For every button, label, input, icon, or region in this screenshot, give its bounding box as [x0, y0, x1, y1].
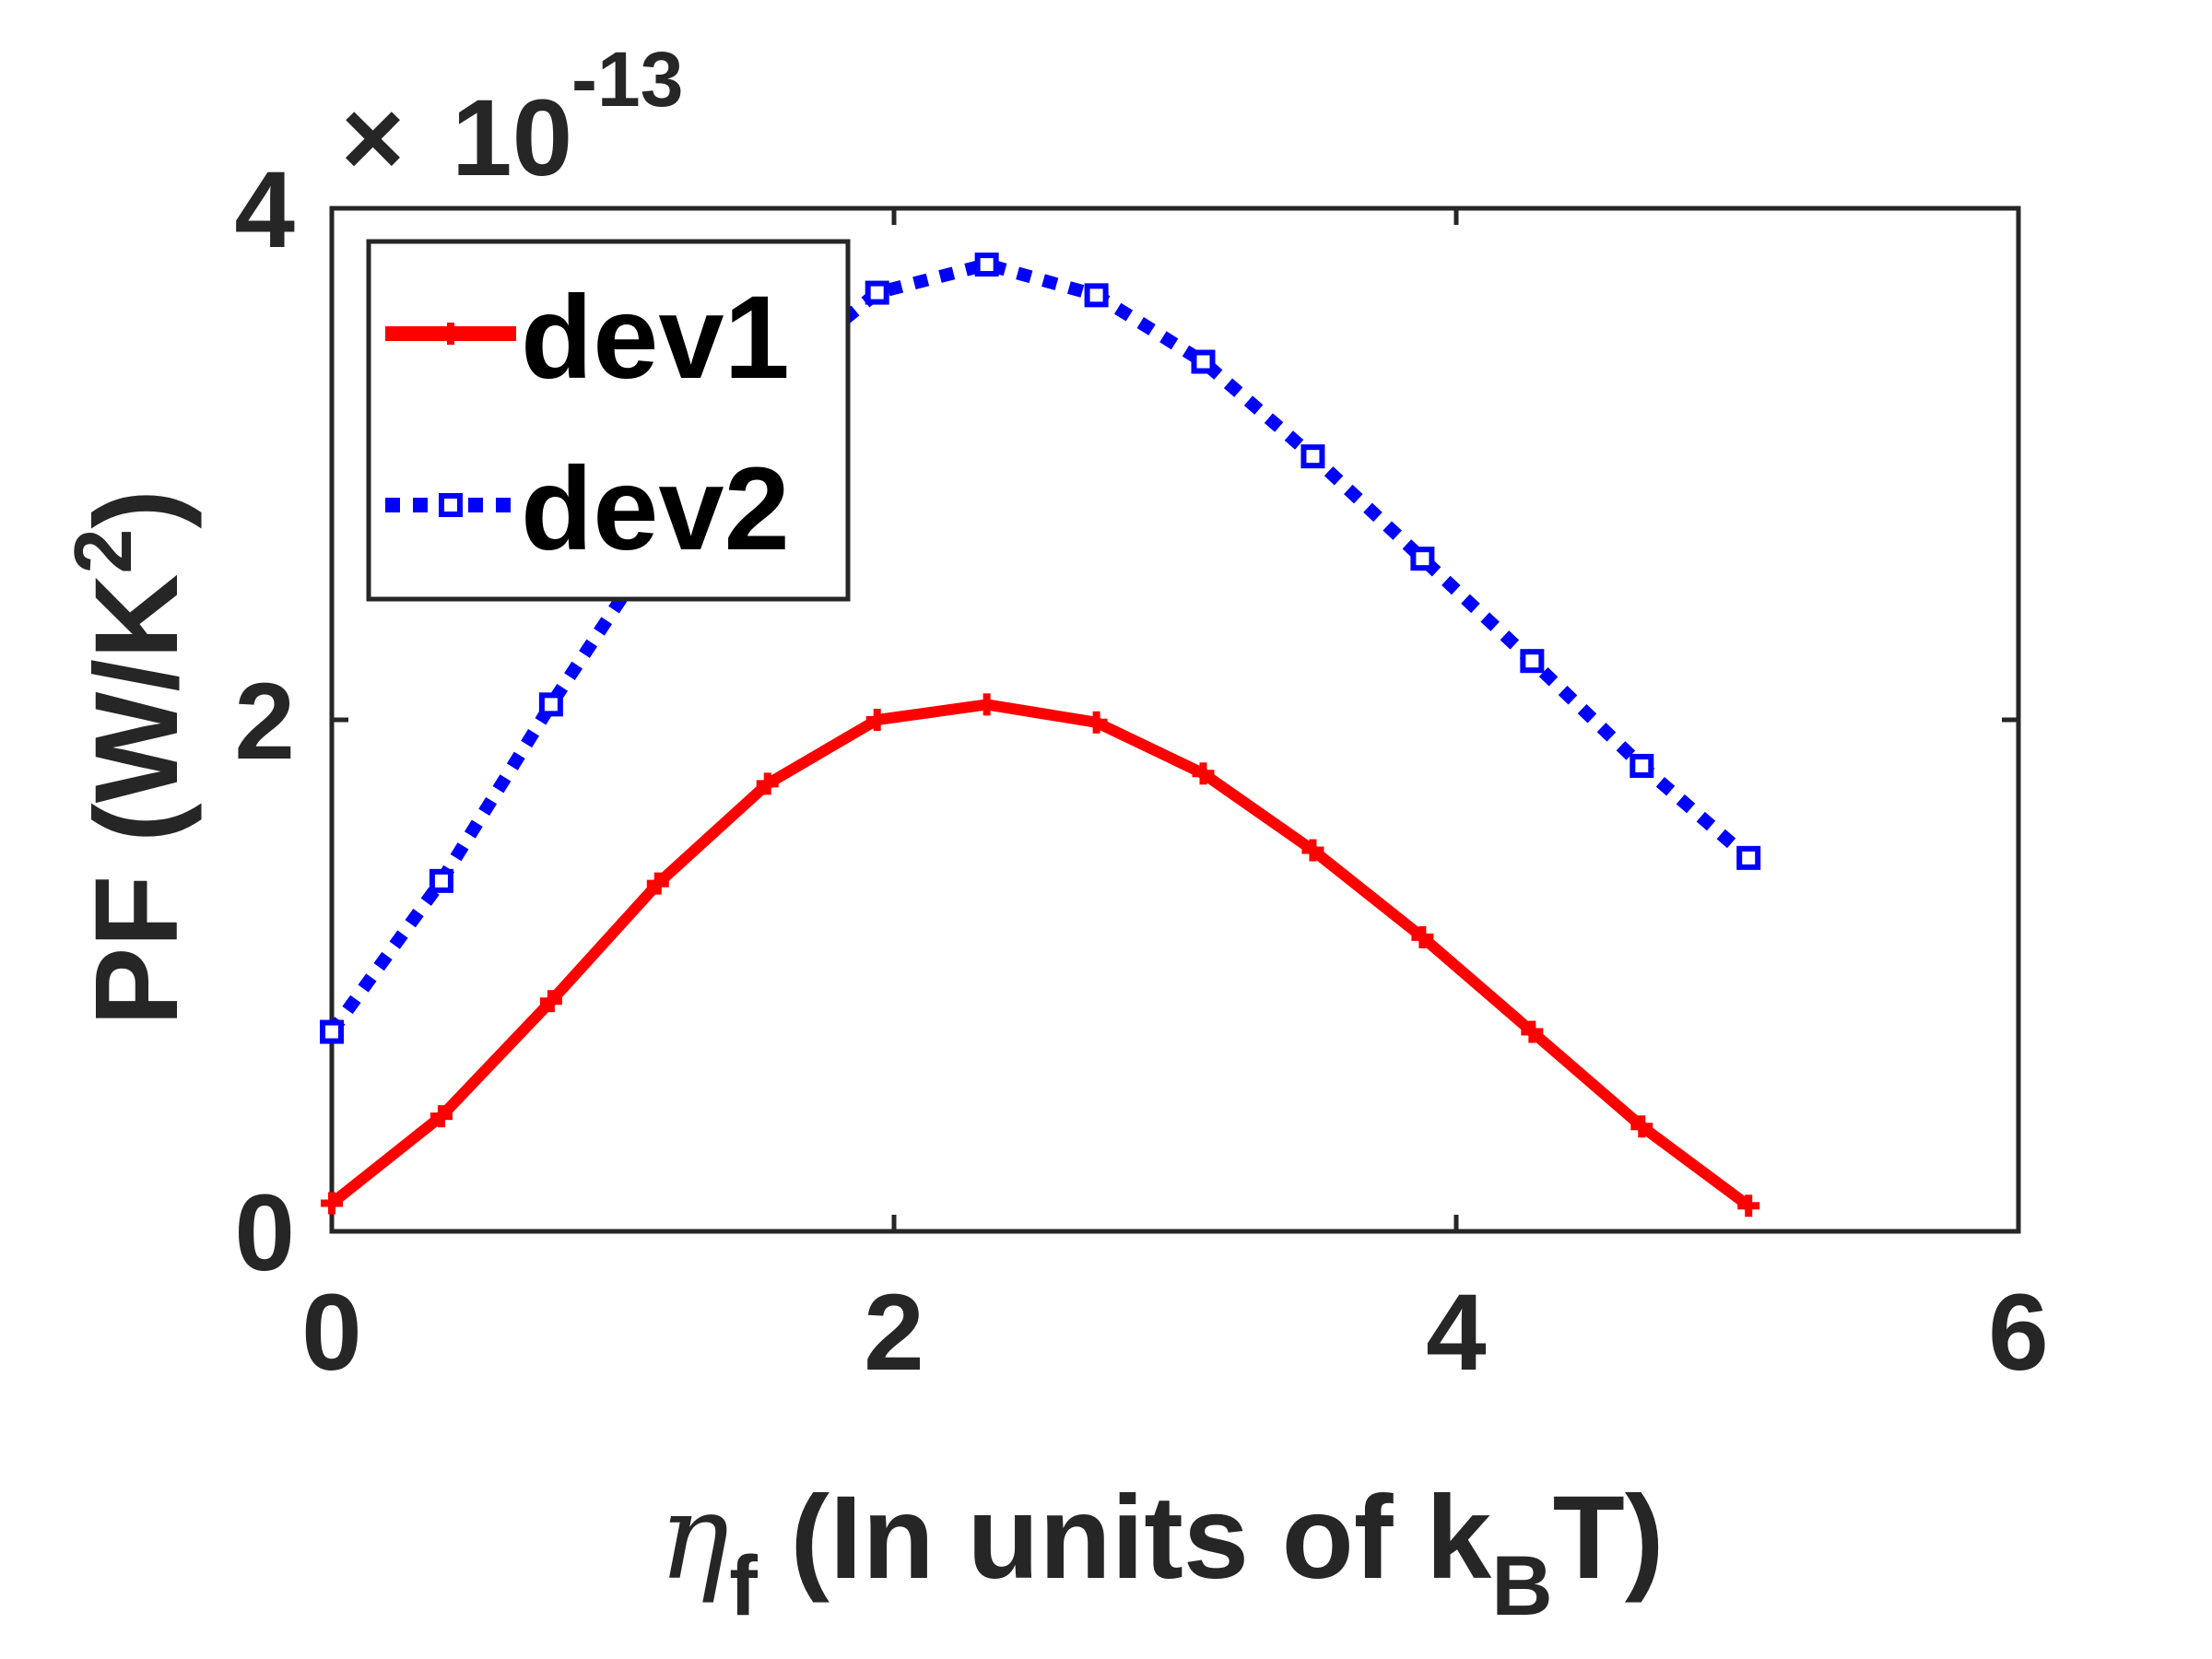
y-tick-label: 4	[234, 149, 295, 271]
data-point-marker	[1410, 547, 1435, 571]
data-point-marker	[1736, 845, 1761, 870]
y-tick-label: 0	[234, 1172, 295, 1294]
x-tick-label: 0	[301, 1272, 362, 1394]
data-point-marker	[1301, 839, 1324, 862]
data-point-marker	[865, 280, 889, 305]
x-label-symbol-sub: f	[729, 1539, 758, 1633]
data-point-marker	[1085, 711, 1108, 734]
data-point-marker	[440, 323, 462, 345]
data-point-marker	[1411, 925, 1434, 948]
legend: dev1 dev2	[366, 239, 851, 602]
legend-entry-dev2: dev2	[385, 443, 790, 575]
data-point-marker	[439, 493, 463, 517]
x-label-text: (In units of k	[758, 1472, 1492, 1604]
svg-text:ηf (In units of kBT): ηf (In units of kBT)	[659, 1469, 1665, 1633]
data-point-marker	[1084, 283, 1109, 308]
legend-marker-dev1	[440, 323, 462, 345]
legend-label-dev2: dev2	[521, 443, 790, 575]
series-line-dev2	[326, 258, 1753, 1036]
data-point-marker	[865, 709, 888, 731]
y-axis-label: PF (W/K2)	[57, 489, 203, 1026]
data-point-marker	[975, 693, 998, 716]
series-dev1	[321, 693, 1760, 1218]
data-point-marker	[1191, 349, 1216, 374]
exponent-times: ×	[341, 77, 405, 199]
series-line-dev1	[328, 699, 1752, 1211]
x-label-symbol: η	[659, 1469, 730, 1606]
legend-box	[366, 239, 851, 602]
data-point-marker	[321, 1192, 343, 1215]
data-point-marker	[1520, 649, 1545, 674]
x-axis-label: ηf (In units of kBT)	[659, 1469, 1665, 1633]
data-point-marker	[756, 772, 779, 795]
exponent-power: -13	[571, 36, 683, 123]
data-point-marker	[1630, 1115, 1653, 1138]
data-point-marker	[320, 1019, 344, 1044]
data-point-marker	[646, 872, 669, 895]
data-point-marker	[1630, 753, 1654, 778]
x-label-text-end: T)	[1553, 1472, 1665, 1604]
exponent-base: 10	[452, 77, 572, 199]
data-point-marker	[1521, 1020, 1544, 1043]
data-point-marker	[1192, 762, 1215, 785]
data-point-marker	[429, 1105, 453, 1128]
data-point-marker	[429, 868, 453, 893]
y-tick-labels: 0 2 4	[234, 149, 295, 1294]
y-label-sup: 2	[57, 529, 148, 574]
axis-ticks	[329, 206, 2021, 1234]
y-label-text: PF (W/K	[71, 574, 203, 1027]
legend-entry-dev1: dev1	[385, 272, 790, 404]
y-exponent-label: × 10 -13	[341, 36, 683, 199]
data-point-marker	[1300, 444, 1325, 469]
x-tick-label: 2	[864, 1272, 924, 1394]
data-point-marker	[538, 692, 563, 717]
legend-label-dev1: dev1	[521, 272, 790, 404]
y-tick-label: 2	[234, 661, 295, 782]
x-label-text-sub: B	[1491, 1539, 1552, 1633]
x-tick-label: 6	[1988, 1272, 2049, 1394]
x-tick-label: 4	[1426, 1272, 1487, 1394]
data-point-marker	[539, 990, 562, 1013]
y-label-end: )	[71, 489, 203, 529]
x-tick-labels: 0 2 4 6	[301, 1272, 2049, 1394]
data-point-marker	[974, 253, 999, 277]
svg-text:PF (W/K2): PF (W/K2)	[57, 489, 203, 1026]
legend-marker-dev2	[439, 493, 463, 517]
data-point-marker	[1737, 1194, 1760, 1218]
